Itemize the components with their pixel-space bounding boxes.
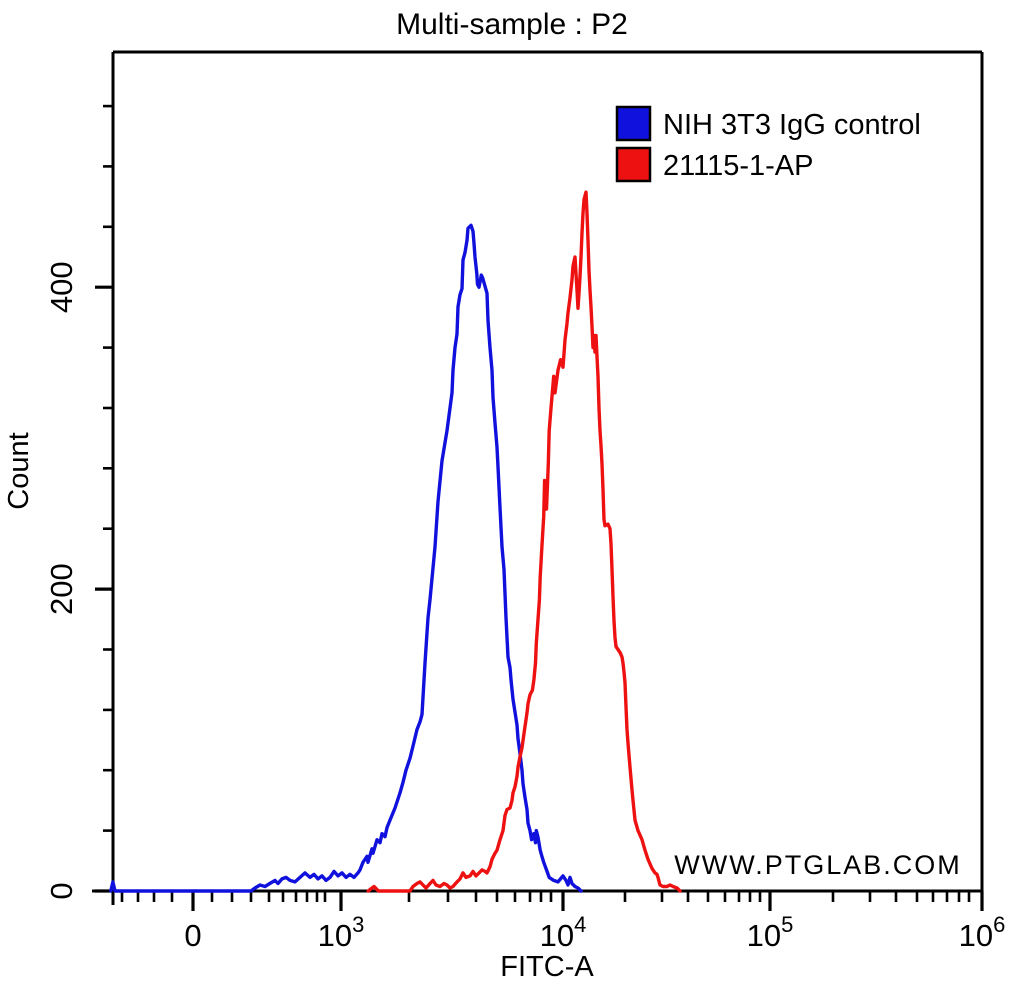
- x-tick-label: 103: [318, 912, 365, 953]
- legend-label-antibody: 21115-1-AP: [663, 150, 813, 182]
- y-axis-title: Count: [3, 432, 35, 509]
- y-tick-label: 200: [44, 563, 79, 615]
- histogram-curve-antibody: [366, 190, 682, 893]
- legend-swatch-red: [615, 146, 652, 183]
- y-axis-ticks: 0 200 400: [44, 104, 113, 900]
- y-tick-label: 400: [44, 261, 79, 313]
- chart-title: Multi-sample : P2: [396, 8, 628, 41]
- x-tick-label: 104: [540, 912, 587, 953]
- legend: NIH 3T3 IgG control 21115-1-AP: [615, 105, 921, 183]
- watermark: WWW.PTGLAB.COM: [674, 850, 962, 880]
- x-tick-label: 106: [959, 912, 1006, 953]
- x-tick-label: 105: [747, 912, 794, 953]
- histogram-curve-control: [109, 223, 583, 893]
- x-axis-title: FITC-A: [500, 951, 594, 983]
- plot-frame: [92, 50, 984, 905]
- x-axis-ticks: 0 103 104 105 106: [120, 891, 1006, 953]
- x-tick-label: 0: [184, 918, 201, 953]
- legend-swatch-blue: [615, 105, 652, 142]
- histogram-curves: [109, 190, 682, 893]
- legend-label-control: NIH 3T3 IgG control: [663, 109, 921, 141]
- y-tick-label: 0: [44, 882, 79, 899]
